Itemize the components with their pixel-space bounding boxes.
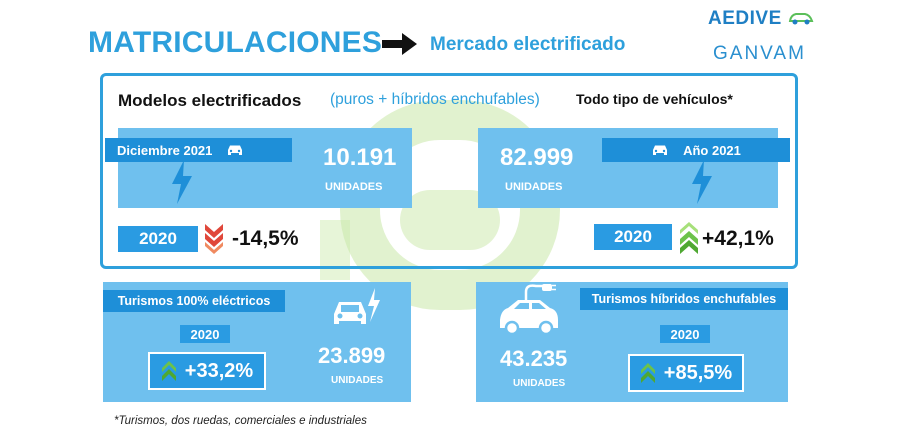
ev-value: 23.899 [318, 343, 386, 368]
aedive-logo: AEDIVE [708, 8, 814, 30]
top-summary-frame [100, 73, 798, 269]
change-right: +42,1% [702, 227, 774, 250]
car-icon [653, 145, 668, 155]
page-subtitle: Mercado electrificado [430, 34, 626, 55]
chevron-up-icon [161, 361, 176, 381]
ganvam-logo: GANVAM [713, 43, 806, 64]
car-icon [228, 145, 243, 155]
phev-year: 2020 [660, 325, 710, 343]
page-title: MATRICULACIONES [88, 26, 383, 59]
compare-year-left: 2020 [118, 226, 198, 252]
change-left: -14,5% [232, 227, 299, 250]
footnote: *Turismos, dos ruedas, comerciales e ind… [114, 415, 367, 427]
december-units: UNIDADES [325, 181, 383, 193]
ev-change-box: +33,2% [148, 352, 266, 390]
chevron-up-icon [640, 363, 655, 383]
ev-year: 2020 [180, 325, 230, 343]
arrow-right-icon [380, 32, 418, 61]
chevron-down-icon [203, 222, 225, 259]
section-heading-scope: Todo tipo de vehículos* [576, 91, 733, 107]
lightning-icon [690, 160, 714, 209]
december-label: Diciembre 2021 [105, 138, 292, 162]
year-units: UNIDADES [505, 181, 563, 193]
ev-label: Turismos 100% eléctricos [103, 290, 285, 312]
chevron-up-icon [678, 222, 700, 259]
ev-units: UNIDADES [331, 375, 384, 386]
phev-units: UNIDADES [513, 378, 566, 389]
compare-year-right: 2020 [594, 224, 672, 250]
section-heading-detail: (puros + híbridos enchufables) [330, 91, 540, 108]
phev-change-box: +85,5% [628, 354, 744, 392]
phev-value: 43.235 [500, 346, 568, 371]
section-heading: Modelos electrificados [118, 91, 302, 110]
phev-label: Turismos híbridos enchufables [580, 288, 788, 310]
electric-car-icon [330, 288, 382, 335]
ev-change: +33,2% [184, 359, 254, 382]
phev-change: +85,5% [663, 361, 733, 384]
plug-car-icon [496, 284, 566, 341]
year-label: Año 2021 [602, 138, 790, 162]
year-value: 82.999 [500, 144, 574, 171]
lightning-icon [170, 160, 194, 209]
december-value: 10.191 [323, 144, 397, 171]
